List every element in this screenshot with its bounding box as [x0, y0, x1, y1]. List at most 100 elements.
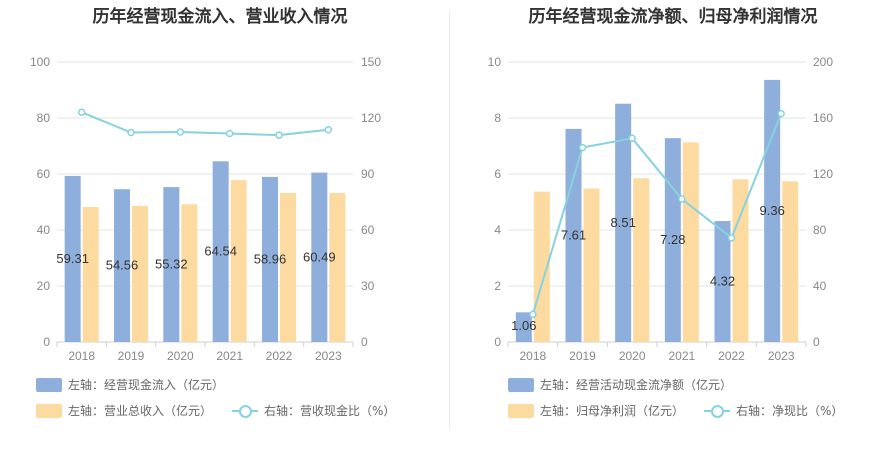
line-point [275, 131, 283, 139]
data-label: 54.56 [106, 258, 139, 273]
x-tick-label: 2021 [668, 349, 695, 363]
line-point [678, 195, 686, 203]
y-left-tick-label: 6 [494, 167, 501, 181]
bar [782, 181, 799, 342]
x-tick-label: 2019 [118, 349, 145, 363]
line-point [628, 134, 636, 143]
bar [262, 176, 278, 342]
y-right-tick-label: 40 [813, 279, 827, 293]
data-label: 60.49 [303, 249, 336, 264]
bar [682, 142, 699, 342]
bar [311, 172, 328, 342]
legend-label: 左轴：营业总收入（亿元） [68, 404, 213, 418]
bar [583, 188, 600, 342]
data-label: 55.32 [155, 257, 188, 272]
bar [132, 205, 148, 342]
y-left-tick-label: 0 [43, 335, 50, 349]
x-tick-label: 2020 [619, 349, 646, 363]
y-right-tick-label: 0 [361, 335, 368, 349]
legend-label: 右轴：营收现金比（%） [264, 404, 396, 418]
bar [565, 128, 582, 342]
bar [533, 191, 550, 342]
bar [82, 207, 99, 342]
y-left-tick-label: 8 [494, 111, 501, 125]
y-right-tick-label: 200 [813, 55, 833, 69]
bar [181, 204, 198, 342]
x-tick-label: 2020 [167, 349, 194, 363]
legend-line-marker-icon [704, 404, 730, 418]
y-left-tick-label: 0 [494, 335, 501, 349]
legend-label: 右轴：净现比（%） [736, 404, 844, 418]
y-left-tick-label: 100 [30, 55, 50, 69]
bar [714, 221, 731, 342]
legend-line-marker-icon [232, 404, 258, 418]
x-tick-label: 2021 [216, 349, 243, 363]
legend-item-ratio[interactable]: 右轴：营收现金比（%） [232, 402, 395, 419]
data-label: 9.36 [760, 203, 785, 218]
line-point [176, 128, 185, 136]
legend-swatch-blue [508, 377, 534, 392]
data-label: 59.31 [56, 251, 89, 266]
panel-divider [449, 10, 450, 430]
line-point [529, 310, 537, 319]
legend-label: 左轴：经营现金流入（亿元） [68, 378, 225, 392]
y-left-tick-label: 4 [494, 223, 501, 237]
bar [633, 178, 650, 342]
data-label: 64.54 [204, 244, 237, 259]
data-label: 58.96 [254, 251, 287, 266]
y-left-tick-label: 2 [494, 279, 501, 293]
chart-title-right: 历年经营现金流净额、归母净利润情况 [528, 7, 818, 27]
bar [280, 193, 296, 342]
x-tick-label: 2018 [519, 349, 546, 363]
x-tick-label: 2023 [768, 349, 795, 363]
bar [615, 103, 632, 342]
legend-item-cash-ratio[interactable]: 右轴：净现比（%） [704, 402, 843, 419]
y-right-tick-label: 120 [813, 167, 833, 181]
legend-label: 左轴：经营活动现金流净额（亿元） [540, 378, 733, 392]
line-point [777, 109, 785, 118]
x-tick-label: 2023 [315, 349, 342, 363]
legend-item-net-cashflow[interactable]: 左轴：经营活动现金流净额（亿元） [508, 376, 732, 393]
y-left-tick-label: 80 [37, 111, 51, 125]
y-right-tick-label: 160 [813, 111, 833, 125]
legend-item-inflow[interactable]: 左轴：经营现金流入（亿元） [36, 376, 224, 393]
data-label: 8.51 [611, 215, 636, 230]
y-right-tick-label: 120 [361, 111, 381, 125]
data-label: 7.61 [561, 227, 586, 242]
legend-swatch-orange [508, 403, 534, 418]
line-point [324, 126, 333, 134]
bar [64, 175, 81, 342]
bar [664, 138, 681, 342]
data-label: 7.28 [660, 232, 685, 247]
legend-label: 左轴：归母净利润（亿元） [540, 404, 685, 418]
bar [329, 193, 346, 342]
y-right-tick-label: 60 [361, 223, 375, 237]
y-left-tick-label: 40 [37, 223, 51, 237]
y-left-tick-label: 10 [488, 55, 502, 69]
bar [515, 312, 532, 342]
line-point [578, 143, 587, 152]
y-right-tick-label: 30 [361, 279, 375, 293]
legend-swatch-orange [36, 403, 62, 418]
series-line [81, 111, 329, 137]
legend-item-net-profit[interactable]: 左轴：归母净利润（亿元） [508, 402, 684, 419]
y-right-tick-label: 80 [813, 223, 827, 237]
x-tick-label: 2019 [569, 349, 596, 363]
bar [114, 189, 130, 342]
y-right-tick-label: 0 [813, 335, 820, 349]
line-point [727, 234, 736, 242]
chart-title-left: 历年经营现金流入、营业收入情况 [92, 7, 348, 27]
y-left-tick-label: 20 [37, 279, 51, 293]
y-right-tick-label: 90 [361, 167, 375, 181]
line-point [77, 108, 86, 116]
data-label: 4.32 [710, 274, 735, 289]
x-tick-label: 2018 [68, 349, 95, 363]
legend-item-revenue[interactable]: 左轴：营业总收入（亿元） [36, 402, 212, 419]
y-right-tick-label: 150 [361, 55, 381, 69]
bar [230, 180, 247, 342]
legend-swatch-blue [36, 377, 62, 392]
data-label: 1.06 [511, 318, 536, 333]
